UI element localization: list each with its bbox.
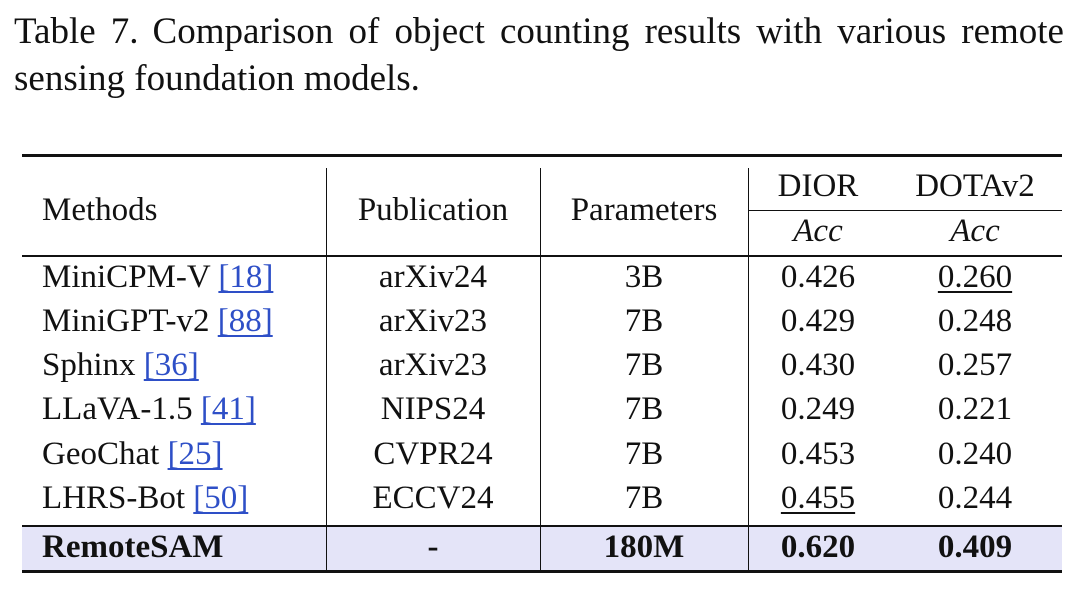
table-top-rule (22, 154, 1062, 157)
table-cell-dior: 0.430 (780, 347, 856, 383)
metric-sub-rule (748, 210, 1062, 211)
method-name: GeoChat (42, 436, 160, 472)
table-row-method: MiniGPT-v2 [88] (42, 301, 273, 341)
table-cell-dior: 0.453 (780, 436, 856, 472)
table-cell-publication: arXiv23 (378, 303, 488, 339)
table-cell-publication: arXiv24 (378, 259, 488, 295)
table-row-method: LLaVA-1.5 [41] (42, 389, 256, 429)
second-best-value: 0.260 (937, 259, 1013, 295)
header-methods: Methods (42, 192, 158, 228)
header-dotav2-acc: Acc (950, 213, 1000, 249)
header-bottom-rule (22, 255, 1062, 257)
method-name: Sphinx (42, 347, 136, 383)
citation-link[interactable]: [18] (218, 259, 274, 295)
method-name: MiniCPM-V (42, 259, 211, 295)
method-name: MiniGPT-v2 (42, 303, 210, 339)
highlight-row-publication: - (427, 529, 439, 565)
table-caption: Table 7. Comparison of object counting re… (14, 8, 1064, 102)
caption-text: Comparison of object counting results wi… (14, 11, 1064, 99)
table-cell-publication: CVPR24 (373, 436, 493, 472)
table-cell-parameters: 7B (624, 391, 664, 427)
table-cell-publication: NIPS24 (380, 391, 486, 427)
highlight-row-parameters: 180M (603, 529, 685, 565)
table-cell-dior: 0.249 (780, 391, 856, 427)
table-cell-parameters: 7B (624, 436, 664, 472)
header-dior: DIOR (777, 168, 859, 204)
header-publication: Publication (357, 192, 509, 228)
highlight-row-method: RemoteSAM (42, 529, 224, 565)
highlight-top-rule (22, 525, 1062, 527)
table-cell-dotav2: 0.244 (937, 480, 1013, 516)
table-cell-dotav2: 0.221 (937, 391, 1013, 427)
caption-label: Table 7. (14, 11, 139, 52)
highlight-row-dior: 0.620 (780, 529, 856, 565)
method-name: LHRS-Bot (42, 480, 186, 516)
table-cell-parameters: 7B (624, 347, 664, 383)
table-cell-parameters: 7B (624, 480, 664, 516)
table-cell-dior: 0.429 (780, 303, 856, 339)
table-bottom-rule (22, 570, 1062, 573)
header-dotav2: DOTAv2 (915, 168, 1035, 204)
table-cell-dotav2: 0.257 (937, 347, 1013, 383)
citation-link[interactable]: [41] (200, 391, 256, 427)
table-cell-dotav2: 0.240 (937, 436, 1013, 472)
column-divider-3 (748, 168, 749, 570)
citation-link[interactable]: [36] (143, 347, 199, 383)
header-parameters: Parameters (570, 192, 718, 228)
table-row-method: LHRS-Bot [50] (42, 478, 248, 518)
column-divider-1 (326, 168, 327, 570)
table-cell-dotav2: 0.248 (937, 303, 1013, 339)
highlight-row-background (22, 527, 1062, 570)
citation-link[interactable]: [50] (193, 480, 249, 516)
table-row-method: MiniCPM-V [18] (42, 257, 273, 297)
table-cell-dior: 0.455 (748, 478, 888, 518)
table-row-method: GeoChat [25] (42, 434, 223, 474)
header-dior-acc: Acc (793, 213, 843, 249)
table-cell-parameters: 7B (624, 303, 664, 339)
column-divider-2 (540, 168, 541, 570)
method-name: LLaVA-1.5 (42, 391, 193, 427)
second-best-value: 0.455 (780, 480, 856, 516)
citation-link[interactable]: [25] (167, 436, 223, 472)
table-row-method: Sphinx [36] (42, 345, 199, 385)
table-cell-dior: 0.426 (780, 259, 856, 295)
citation-link[interactable]: [88] (217, 303, 273, 339)
table-cell-publication: arXiv23 (378, 347, 488, 383)
highlight-row-dotav2: 0.409 (937, 529, 1013, 565)
table-cell-dotav2: 0.260 (888, 257, 1062, 297)
table-cell-parameters: 3B (624, 259, 664, 295)
table-cell-publication: ECCV24 (372, 480, 494, 516)
